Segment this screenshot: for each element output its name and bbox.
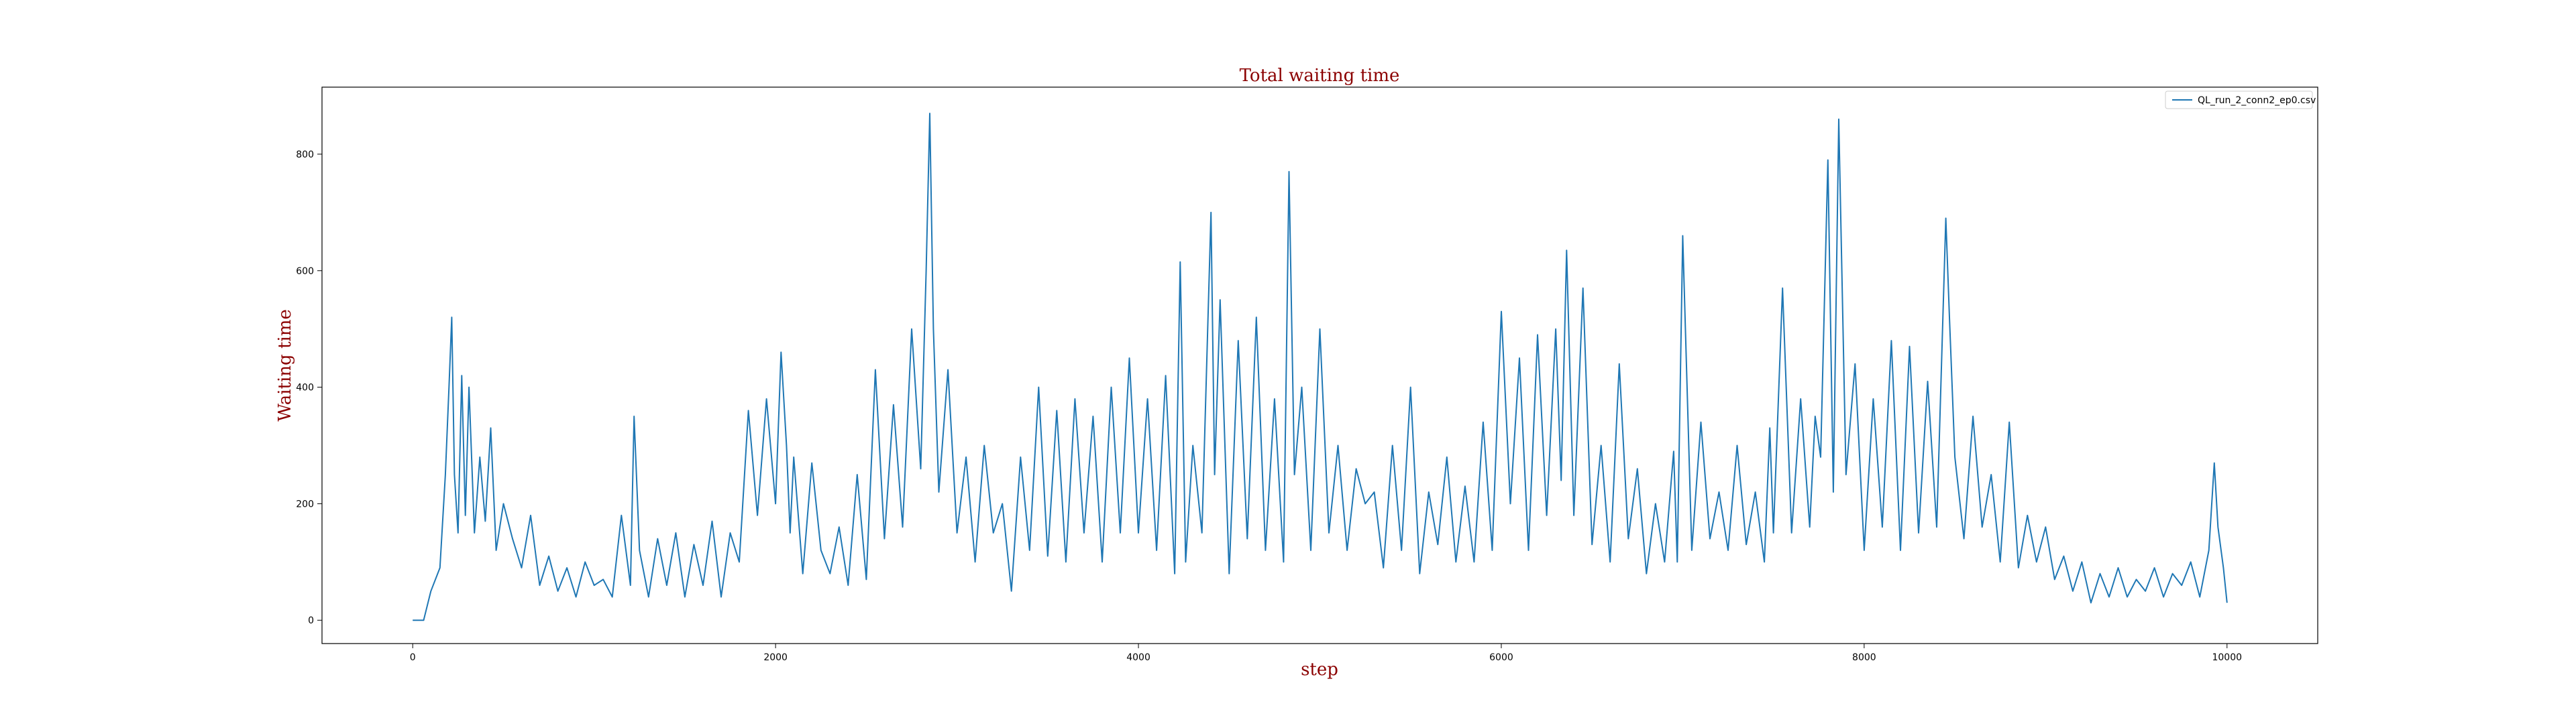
x-axis-ticks: 0 2000 4000 6000 8000 10000 (410, 644, 2242, 663)
series-line-0 (413, 113, 2228, 621)
x-tick-label-4: 8000 (1852, 652, 1876, 663)
y-tick-label-0: 0 (308, 615, 314, 626)
plot-frame (321, 86, 2318, 644)
legend: QL_run_2_conn2_ep0.csv (2165, 90, 2316, 109)
y-axis-ticks: 0 200 400 600 800 (296, 149, 322, 626)
x-axis-label: step (1301, 660, 1338, 680)
chart-title: Total waiting time (1240, 66, 1400, 86)
x-tick-label-3: 6000 (1489, 652, 1513, 663)
y-tick-label-4: 800 (296, 149, 314, 160)
x-tick-label-0: 0 (410, 652, 416, 663)
y-tick-label-3: 600 (296, 266, 314, 277)
x-tick-label-2: 4000 (1126, 652, 1150, 663)
y-tick-label-2: 400 (296, 383, 314, 394)
x-tick-label-1: 2000 (763, 652, 788, 663)
legend-entry-0: QL_run_2_conn2_ep0.csv (2198, 95, 2316, 106)
x-tick-label-5: 10000 (2212, 652, 2242, 663)
legend-box (2165, 90, 2313, 109)
series-layer (413, 113, 2228, 621)
y-tick-label-1: 200 (296, 499, 314, 509)
y-axis-label: Waiting time (275, 309, 295, 422)
